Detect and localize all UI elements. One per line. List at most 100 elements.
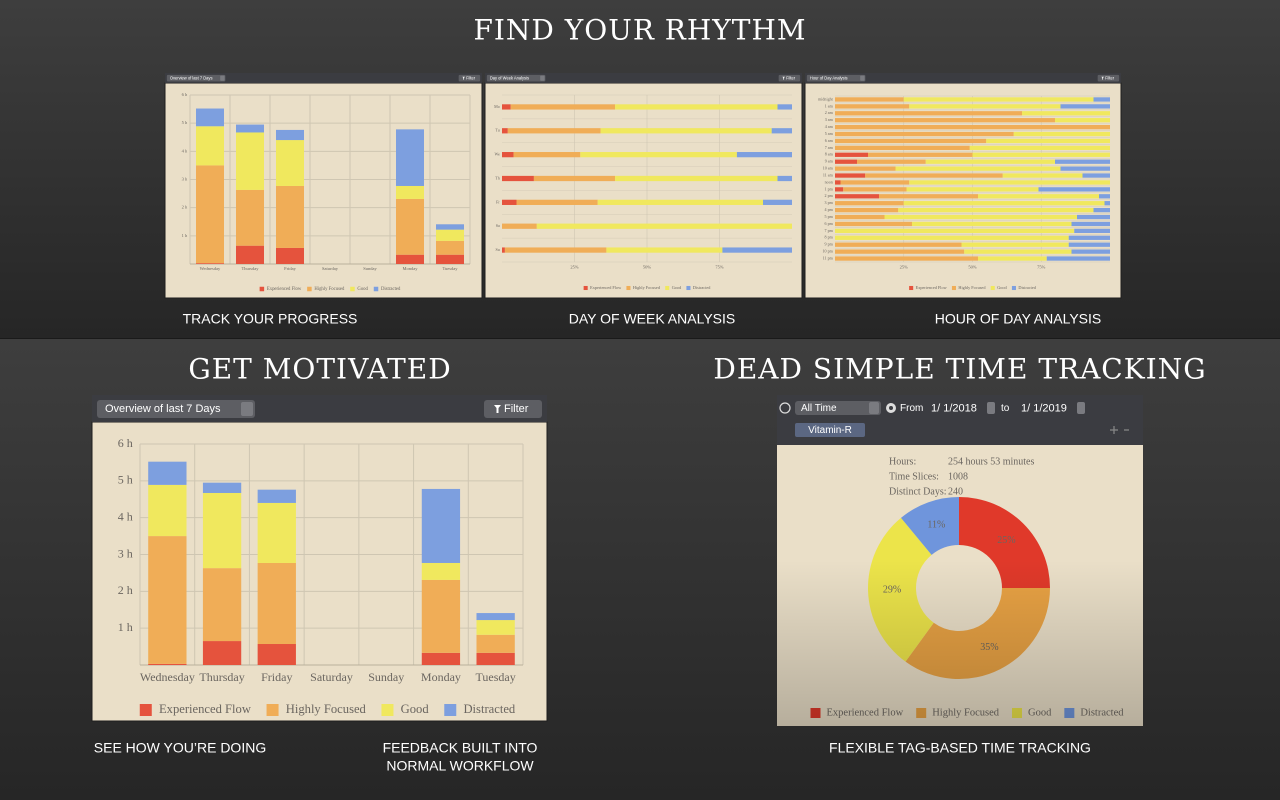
dropdown[interactable] <box>166 74 226 82</box>
bar-segment <box>835 159 857 164</box>
x-tick-label: Wednesday <box>140 670 195 684</box>
bar-segment <box>835 138 987 144</box>
legend-swatch <box>373 286 379 292</box>
bar-segment <box>502 128 508 134</box>
stat-label: Hours: <box>889 456 916 467</box>
y-tick-label: 10 am <box>823 166 834 171</box>
bar-segment <box>1068 235 1110 240</box>
bar-segment <box>835 242 962 247</box>
bar-segment <box>835 173 866 178</box>
bar-segment <box>436 254 464 264</box>
bar-segment <box>510 104 616 110</box>
dropdown-label: Day of Week Analysis <box>490 75 529 80</box>
legend-swatch <box>381 704 394 716</box>
legend-swatch <box>1064 708 1075 718</box>
y-tick-label: 6 pm <box>825 221 834 226</box>
bar-segment <box>600 128 772 134</box>
x-tick-label: Tuesday <box>476 670 516 684</box>
filter-button[interactable] <box>484 400 542 418</box>
bar-segment <box>202 482 242 493</box>
legend-label: Highly Focused <box>286 702 367 716</box>
bar-segment <box>868 152 973 157</box>
y-tick-label: 11 am <box>823 172 834 177</box>
bar-segment <box>436 224 464 230</box>
x-tick-label: Friday <box>261 670 292 684</box>
y-tick-label: 1 pm <box>825 186 834 191</box>
add-remove-icons <box>1110 426 1129 434</box>
bar-segment <box>835 104 910 109</box>
legend-swatch <box>951 285 956 291</box>
bar-segment <box>1104 201 1110 206</box>
dropdown-label: Overview of last 7 Days <box>105 403 221 415</box>
x-tick-label: Friday <box>284 266 296 271</box>
bar-segment <box>436 240 464 255</box>
bar-segment <box>857 159 926 164</box>
x-tick-label: Sunday <box>363 266 377 271</box>
legend-swatch <box>259 286 265 292</box>
legend-label: Good <box>401 702 430 716</box>
filter-button[interactable] <box>778 74 801 82</box>
filter-button[interactable] <box>1097 74 1120 82</box>
x-tick-label: 25% <box>900 264 909 269</box>
caption: FEEDBACK BUILT INTO <box>383 740 538 756</box>
y-tick-label: 3 pm <box>825 200 834 205</box>
y-tick-label: 3 h <box>118 546 133 560</box>
legend-label: Distracted <box>1080 707 1124 718</box>
range-label: All Time <box>801 403 837 414</box>
y-tick-label: Su <box>495 247 499 252</box>
bar-segment <box>148 461 187 485</box>
bar-segment <box>502 247 505 253</box>
bar-segment <box>236 132 264 190</box>
bar-segment <box>502 223 537 229</box>
legend-label: Distracted <box>381 287 401 292</box>
legend-label: Highly Focused <box>958 285 986 290</box>
legend-swatch <box>1011 285 1016 291</box>
y-tick-label: Fr <box>496 199 500 204</box>
stat-label: Distinct Days: <box>889 486 947 497</box>
legend-swatch <box>626 285 631 291</box>
heading: FIND YOUR RHYTHM <box>473 14 806 47</box>
stepper <box>1077 402 1085 414</box>
bar-segment <box>236 245 264 264</box>
bar-segment <box>771 128 792 134</box>
tag-label: Vitamin-R <box>808 425 852 436</box>
from-label: From <box>900 403 923 414</box>
bar-segment <box>148 484 187 537</box>
filter-button[interactable] <box>458 74 481 82</box>
bar-segment <box>763 199 792 205</box>
bar-segment <box>835 256 978 261</box>
bar-segment <box>895 166 1061 171</box>
slice-label: 29% <box>883 584 901 595</box>
bar-segment <box>835 124 1110 130</box>
radio-button[interactable] <box>779 402 791 414</box>
bar-segment <box>1002 173 1083 178</box>
bar-segment <box>835 228 1075 234</box>
bar-segment <box>986 138 1110 144</box>
bar-segment <box>257 502 296 563</box>
caption: HOUR OF DAY ANALYSIS <box>935 311 1102 327</box>
bar-segment <box>396 185 424 199</box>
legend-label: Good <box>357 287 368 292</box>
dropdown[interactable] <box>486 74 546 82</box>
stat-label: Time Slices: <box>889 471 939 482</box>
bar-segment <box>476 620 515 635</box>
bar-segment <box>476 634 515 653</box>
legend-swatch <box>1011 708 1022 718</box>
legend-swatch <box>307 286 312 292</box>
range-dropdown[interactable] <box>795 401 881 415</box>
legend-label: Good <box>997 285 1007 290</box>
bar-segment <box>736 152 792 158</box>
bar-segment <box>969 145 1110 151</box>
y-tick-label: 8 am <box>825 152 834 157</box>
stat-value: 1008 <box>948 471 968 482</box>
caption: FLEXIBLE TAG-BASED TIME TRACKING <box>829 740 1091 756</box>
stepper <box>987 402 995 414</box>
legend-label: Experienced Flow <box>590 285 622 290</box>
tag-pill[interactable] <box>795 423 865 437</box>
dropdown[interactable] <box>97 400 255 418</box>
bar-segment <box>835 214 885 220</box>
dropdown[interactable] <box>806 74 866 82</box>
legend-swatch <box>139 704 152 716</box>
bar-segment <box>536 223 792 229</box>
